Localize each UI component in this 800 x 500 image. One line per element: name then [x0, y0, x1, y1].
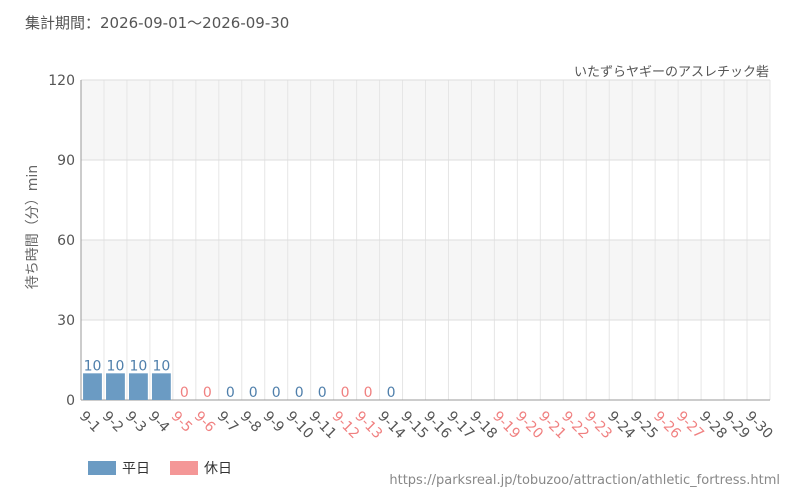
y-tick-label: 30	[57, 313, 75, 329]
y-axis-label: 待ち時間（分）min	[25, 165, 41, 289]
bar	[83, 373, 102, 400]
y-tick-labels: 0 30 60 90 120	[48, 73, 75, 409]
x-tick-label: 9-4	[145, 408, 173, 436]
value-label: 0	[226, 385, 235, 401]
legend-item-weekday: 平日	[88, 458, 150, 478]
x-tick-label: 9-1	[76, 408, 103, 435]
y-tick-label: 120	[48, 73, 75, 89]
period-label: 集計期間：2026-09-01～2026-09-30	[25, 14, 290, 32]
grid-lines	[80, 79, 771, 401]
value-label: 0	[180, 385, 189, 401]
source-url[interactable]: https://parksreal.jp/tobuzoo/attraction/…	[389, 473, 780, 488]
x-tick-label: 9-6	[191, 408, 219, 436]
x-tick-label: 9-9	[260, 408, 287, 435]
bars	[83, 373, 171, 400]
value-label: 10	[84, 358, 102, 374]
value-label: 10	[107, 358, 125, 374]
legend-label-holiday: 休日	[204, 461, 232, 477]
value-label: 0	[318, 385, 327, 401]
y-tick-label: 60	[57, 233, 75, 249]
x-tick-labels: 9-19-29-39-49-59-69-79-89-99-109-119-129…	[76, 408, 776, 442]
value-label: 0	[387, 385, 396, 401]
legend-swatch-holiday	[170, 461, 198, 475]
legend-swatch-weekday	[88, 461, 116, 475]
value-labels: 10 10 10 100 0 0 0 0 0 0 0 0 0	[84, 358, 396, 401]
value-label: 0	[272, 385, 281, 401]
x-tick-label: 9-2	[99, 408, 126, 435]
legend-label-weekday: 平日	[122, 461, 150, 477]
value-label: 0	[341, 385, 350, 401]
x-tick-label: 9-5	[168, 408, 195, 435]
value-label: 10	[130, 358, 148, 374]
legend-item-holiday: 休日	[170, 458, 232, 478]
legend: 平日 休日	[88, 458, 252, 478]
value-label: 0	[203, 385, 212, 401]
chart-title: いたずらヤギーのアスレチック砦	[573, 65, 769, 80]
x-tick-label: 9-3	[122, 408, 149, 435]
value-label: 0	[249, 385, 258, 401]
value-label: 10	[152, 358, 170, 374]
value-label: 0	[295, 385, 304, 401]
bar	[106, 373, 125, 400]
y-tick-label: 0	[66, 393, 75, 409]
bar	[151, 373, 171, 400]
x-tick-label: 9-8	[237, 408, 264, 435]
bar	[129, 373, 148, 400]
x-tick-label: 9-7	[214, 408, 241, 435]
y-tick-label: 90	[57, 153, 75, 169]
value-label: 0	[364, 385, 373, 401]
